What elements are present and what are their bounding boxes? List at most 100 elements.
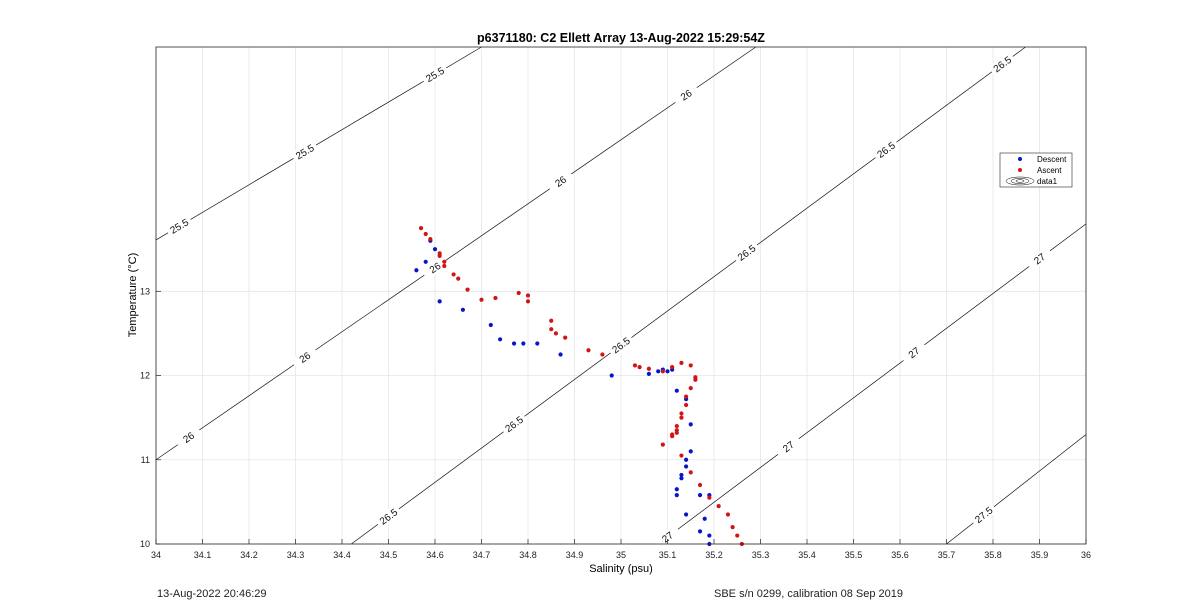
- legend-marker-ascent: [1018, 168, 1022, 172]
- contour-label-gap: [988, 51, 1017, 77]
- contour-label-gap: [546, 169, 575, 194]
- x-tick-label: 34.2: [240, 550, 258, 560]
- ascent-point: [697, 482, 703, 488]
- legend-label-data1: data1: [1037, 177, 1058, 186]
- ascent-point: [465, 287, 470, 292]
- x-axis-label: Salinity (psu): [589, 563, 653, 575]
- y-axis-label: Temperature (°C): [127, 253, 139, 337]
- descent-point: [432, 247, 438, 252]
- legend-label-descent: Descent: [1037, 155, 1067, 164]
- descent-point: [558, 352, 563, 357]
- ascent-point: [716, 503, 721, 509]
- ascent-point: [684, 394, 689, 399]
- ascent-point: [670, 434, 675, 439]
- contour-label-gap: [653, 524, 682, 550]
- descent-point: [665, 369, 670, 374]
- ascent-point: [670, 365, 675, 370]
- ascent-point: [428, 236, 433, 242]
- descent-point: [707, 533, 712, 538]
- ascent-point: [679, 411, 684, 416]
- descent-point: [521, 341, 526, 346]
- descent-point: [688, 422, 693, 427]
- descent-point: [414, 268, 419, 273]
- descent-point: [674, 493, 679, 498]
- descent-point: [423, 259, 428, 264]
- footer-timestamp: 13-Aug-2022 20:46:29: [157, 588, 267, 600]
- ascent-point: [553, 331, 559, 336]
- x-tick-label: 35.3: [752, 550, 770, 560]
- contour-label-gap: [774, 433, 803, 460]
- x-tick-label: 34.6: [426, 550, 444, 560]
- descent-point: [498, 337, 503, 342]
- x-tick-label: 34.7: [473, 550, 491, 560]
- contour-line-26: [155, 46, 757, 461]
- contour-line-27: [657, 223, 1087, 545]
- descent-point: [702, 516, 707, 521]
- x-tick-label: 34.5: [380, 550, 398, 560]
- x-tick-label: 35.9: [1031, 550, 1049, 560]
- contour-label-gap: [732, 240, 761, 266]
- legend-label-ascent: Ascent: [1037, 166, 1062, 175]
- contour-line-27-5: [946, 434, 1087, 545]
- descent-point: [674, 487, 679, 492]
- x-tick-label: 34.1: [194, 550, 212, 560]
- descent-point: [646, 371, 652, 376]
- ascent-point: [600, 352, 605, 357]
- contour-label-gap: [671, 82, 701, 108]
- contour-label-gap: [374, 504, 403, 530]
- x-tick-label: 35: [616, 550, 626, 560]
- y-tick-label: 10: [140, 539, 150, 549]
- ascent-point: [418, 226, 424, 231]
- descent-point: [511, 341, 517, 346]
- ascent-point: [693, 377, 698, 382]
- ascent-point: [442, 259, 447, 264]
- contour-label-gap: [899, 340, 928, 366]
- descent-point: [679, 476, 684, 481]
- contour-label-gap: [420, 255, 450, 281]
- y-tick-label: 12: [140, 371, 150, 381]
- ascent-point: [660, 369, 665, 374]
- ascent-point: [674, 430, 679, 435]
- x-tick-label: 35.4: [798, 550, 816, 560]
- data-points: [414, 226, 745, 547]
- ascent-point: [735, 533, 740, 538]
- contour-label-gap: [420, 62, 450, 87]
- contour-label-gap: [872, 137, 901, 163]
- contour-label-gap: [290, 345, 319, 370]
- contour-label-gap: [290, 139, 320, 164]
- contour-label-gap: [969, 502, 998, 528]
- descent-point: [684, 457, 689, 462]
- y-tick-label: 11: [141, 455, 150, 465]
- ascent-point: [451, 272, 456, 277]
- contour-label-gap: [606, 332, 636, 358]
- ascent-point: [688, 363, 693, 368]
- ascent-point: [525, 299, 531, 304]
- axis-ticks: 34 34.1 34.2 34.3 34.4 34.5 34.6 34.7 34.8 34.9 35…: [140, 286, 1091, 560]
- descent-point: [684, 512, 689, 517]
- contour-label-gap: [165, 214, 194, 238]
- ascent-point: [674, 423, 679, 429]
- ascent-point: [632, 363, 638, 368]
- contour-label-gap: [500, 411, 529, 437]
- legend-contour-icon: [1005, 176, 1035, 186]
- legend-box: [999, 152, 1073, 188]
- ascent-point: [725, 512, 731, 517]
- legend-marker-descent: [1018, 157, 1022, 161]
- ascent-point: [637, 365, 642, 370]
- contour-label-gap: [1025, 246, 1054, 272]
- ascent-point: [493, 295, 498, 301]
- contour-line-26-5: [351, 46, 1026, 545]
- ascent-point: [549, 327, 554, 332]
- ascent-point: [586, 348, 591, 353]
- descent-point: [684, 464, 689, 469]
- x-tick-label: 36: [1081, 550, 1091, 560]
- ascent-point: [456, 276, 461, 281]
- ascent-point: [525, 293, 531, 298]
- descent-point: [679, 472, 684, 478]
- footer-instrument: SBE s/n 0299, calibration 08 Sep 2019: [714, 588, 903, 600]
- ascent-point: [549, 318, 554, 323]
- x-tick-label: 35.7: [938, 550, 956, 560]
- grid-lines: [155, 47, 1087, 545]
- x-tick-label: 34: [151, 550, 161, 560]
